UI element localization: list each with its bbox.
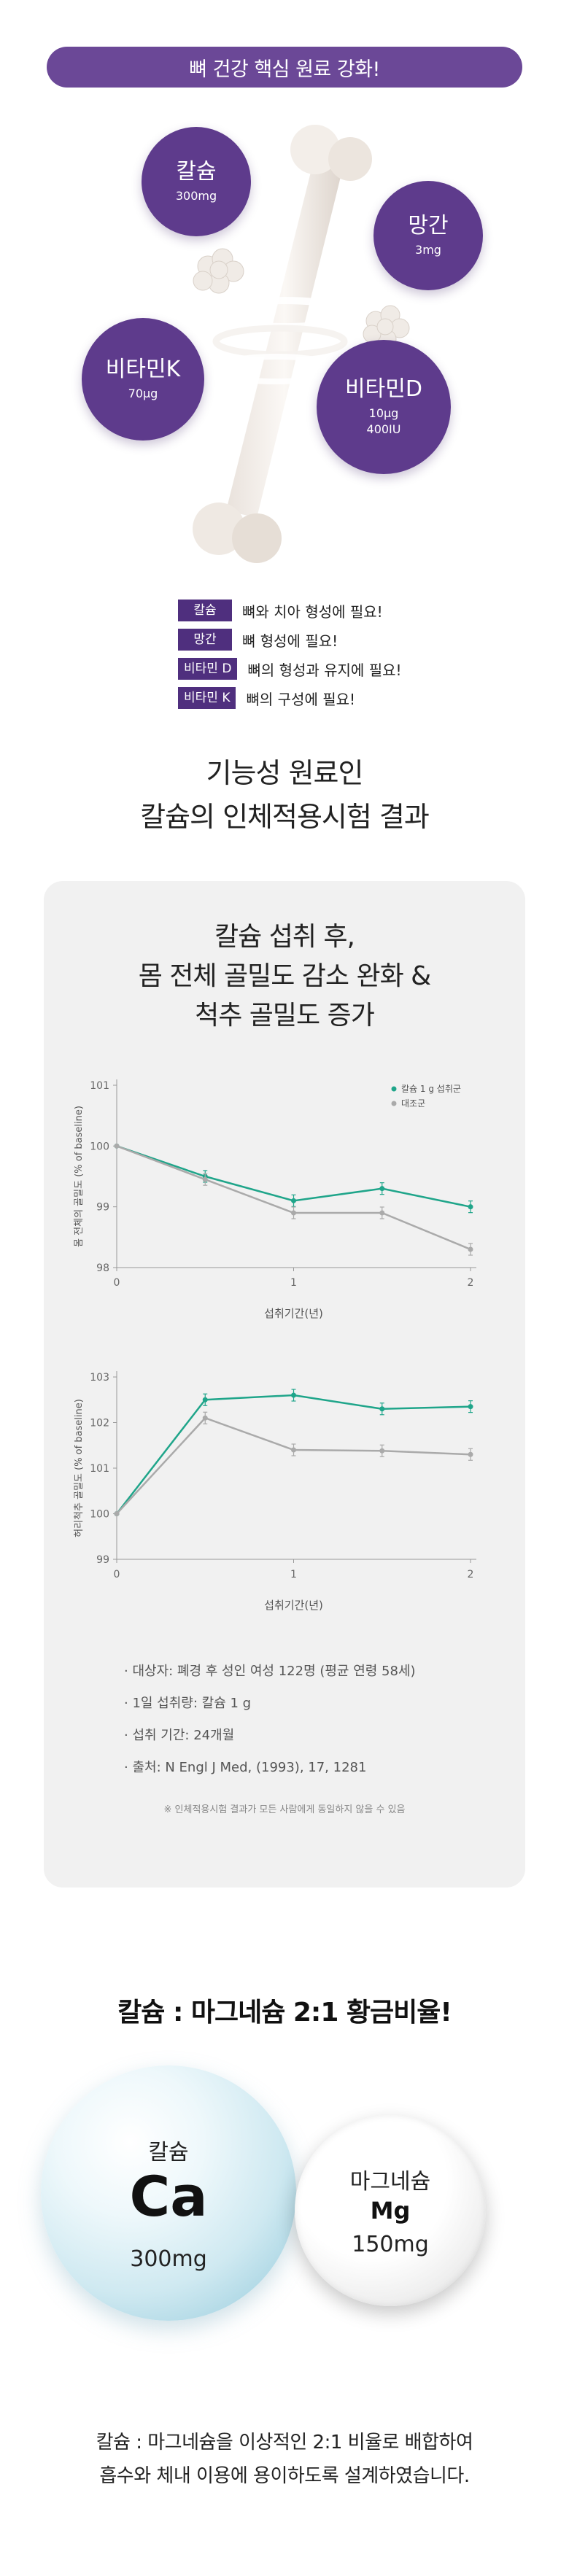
study-notes: · 대상자: 폐경 후 성인 여성 122명 (평균 연령 58세) · 1일 … [124,1656,416,1784]
y-tick-label: 101 [90,1463,109,1475]
data-point [291,1392,296,1398]
card-title: 칼슘 섭취 후, 몸 전체 골밀도 감소 완화 & 척추 골밀도 증가 [44,917,525,1036]
x-axis-label: 섭취기간(년) [264,1307,323,1320]
data-point [291,1447,296,1453]
y-tick-label: 99 [96,1202,109,1214]
function-text: 뼈의 구성에 필요! [246,690,356,708]
calcium-symbol: Ca [129,2164,208,2229]
data-point [379,1210,385,1216]
manganese-dose: 3mg [415,242,441,257]
vitamin-d-name: 비타민D [345,376,422,402]
vitamin-k-name: 비타민K [105,356,181,382]
y-tick-label: 100 [90,1141,109,1152]
calcium-label: 칼슘 [148,2140,189,2165]
data-point [379,1448,385,1454]
y-tick-label: 98 [96,1262,109,1274]
data-point [468,1204,473,1210]
function-row-manganese: 망간 뼈 형성에 필요! [178,625,402,654]
ratio-description-line2: 흡수와 체내 이용에 용이하도록 설계하였습니다. [99,2465,470,2487]
calcium-dose: 300mg [175,188,217,203]
magnesium-symbol: Mg [370,2197,411,2224]
function-list: 칼슘 뼈와 치아 형성에 필요! 망간 뼈 형성에 필요! 비타민 D 뼈의 형… [178,596,402,713]
note-source: · 출처: N Engl J Med, (1993), 17, 1281 [124,1760,367,1775]
function-text: 뼈와 치아 형성에 필요! [242,602,383,621]
section-title-line1: 기능성 원료인 [206,757,364,789]
legend-marker [391,1101,397,1106]
data-point [114,1511,120,1516]
magnesium-amount: 150mg [352,2232,429,2257]
vitamin-k-circle: 비타민K 70μg [82,318,204,441]
data-point [202,1397,208,1403]
x-tick-label: 1 [290,1277,297,1289]
card-title-line1: 칼슘 섭취 후, [214,922,355,952]
function-row-vitamin-d: 비타민 D 뼈의 형성과 유지에 필요! [178,654,402,683]
calcium-circle: 칼슘 300mg [142,127,251,236]
x-tick-label: 1 [290,1569,297,1580]
card-title-line3: 척추 골밀도 증가 [195,1001,375,1031]
data-point [291,1210,296,1216]
data-point [202,1176,208,1182]
manganese-name: 망간 [408,212,449,238]
data-point [379,1406,385,1412]
note-period: · 섭취 기간: 24개월 [124,1728,235,1743]
disclaimer: ※ 인체적용시험 결과가 모든 사람에게 동일하지 않을 수 있음 [163,1804,406,1815]
headline-banner: 뼈 건강 핵심 원료 강화! [47,47,522,88]
function-text: 뼈의 형성과 유지에 필요! [247,661,402,679]
series-line [116,1416,471,1515]
data-point [114,1143,120,1149]
x-tick-label: 0 [114,1277,120,1289]
vitamin-d-dose-ug: 10μg [368,406,399,420]
bone-icon [193,125,410,563]
function-tag: 비타민 K [178,687,236,709]
x-tick-label: 0 [114,1569,120,1580]
note-subjects: · 대상자: 폐경 후 성인 여성 122명 (평균 연령 58세) [124,1664,416,1679]
ratio-description: 칼슘 : 마그네슘을 이상적인 2:1 비율로 배합하여 흡수와 체내 이용에 … [0,2426,569,2493]
vitamin-k-dose: 70μg [128,386,158,400]
legend-marker [391,1086,397,1092]
function-row-calcium: 칼슘 뼈와 치아 형성에 필요! [178,596,402,625]
legend-label: 대조군 [401,1098,425,1109]
x-axis-label: 섭취기간(년) [264,1599,323,1612]
data-point [468,1451,473,1457]
magnesium-bubble: 마그네슘 Mg 150mg [295,2115,486,2306]
note-dose: · 1일 섭취량: 칼슘 1 g [124,1696,252,1711]
calcium-name: 칼슘 [176,158,217,185]
function-text: 뼈 형성에 필요! [242,632,338,650]
section-title: 기능성 원료인 칼슘의 인체적용시험 결과 [0,751,569,839]
ratio-title: 칼슘 : 마그네슘 2:1 황금비율! [117,1998,452,2028]
y-axis-label: 허리척추 골밀도 (% of baseline) [74,1399,85,1537]
function-tag: 비타민 D [178,658,238,680]
card-title-line2: 몸 전체 골밀도 감소 완화 & [138,961,432,991]
vitamin-d-circle: 비타민D 10μg 400IU [317,340,451,474]
bone-illustration-area: 칼슘 300mg 망간 3mg 비타민K 70μg 비타민D 10μg 400I… [0,109,569,576]
ratio-description-line1: 칼슘 : 마그네슘을 이상적인 2:1 비율로 배합하여 [96,2432,473,2453]
y-tick-label: 100 [90,1509,109,1521]
y-tick-label: 103 [90,1372,109,1384]
y-tick-label: 101 [90,1080,109,1092]
function-tag: 망간 [178,629,232,651]
data-point [468,1246,473,1252]
manganese-circle: 망간 3mg [373,181,483,290]
data-point [468,1404,473,1410]
function-row-vitamin-k: 비타민 K 뼈의 구성에 필요! [178,683,402,713]
magnesium-label: 마그네슘 [349,2169,431,2195]
data-point [291,1198,296,1203]
result-card: 칼슘 섭취 후, 몸 전체 골밀도 감소 완화 & 척추 골밀도 증가 98 99… [44,881,525,1888]
section-title-line2: 칼슘의 인체적용시험 결과 [140,801,430,833]
calcium-bubble: 칼슘 Ca 300mg [41,2065,296,2321]
vitamin-d-dose-iu: 400IU [366,422,401,436]
lumbar-spine-bmd-chart: 99 100 101 102 103 0 1 2 섭취기간(년) 허리척추 골밀도 (% of b… [74,1371,476,1612]
x-tick-label: 2 [468,1569,474,1580]
legend-label: 칼슘 1 g 섭취군 [401,1084,461,1094]
calcium-amount: 300mg [130,2246,207,2272]
y-tick-label: 99 [96,1554,109,1566]
y-axis-label: 몸 전체의 골밀도 (% of baseline) [74,1106,85,1247]
data-point [202,1415,208,1421]
y-tick-label: 102 [90,1418,109,1429]
data-point [379,1186,385,1192]
function-tag: 칼슘 [178,600,232,621]
x-tick-label: 2 [468,1277,474,1289]
